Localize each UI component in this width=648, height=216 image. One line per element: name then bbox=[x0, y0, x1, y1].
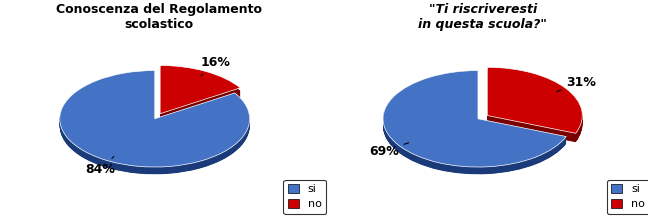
Wedge shape bbox=[160, 68, 240, 117]
Wedge shape bbox=[487, 75, 583, 141]
Wedge shape bbox=[383, 72, 566, 169]
Wedge shape bbox=[160, 65, 240, 114]
Wedge shape bbox=[160, 72, 240, 120]
Wedge shape bbox=[60, 73, 249, 169]
Wedge shape bbox=[383, 76, 566, 172]
Wedge shape bbox=[60, 74, 249, 171]
Wedge shape bbox=[487, 70, 583, 136]
Wedge shape bbox=[160, 71, 240, 119]
Wedge shape bbox=[383, 77, 566, 174]
Wedge shape bbox=[160, 69, 240, 117]
Wedge shape bbox=[383, 73, 566, 170]
Wedge shape bbox=[383, 74, 566, 171]
Wedge shape bbox=[487, 69, 583, 135]
Wedge shape bbox=[487, 70, 583, 136]
Wedge shape bbox=[487, 74, 583, 140]
Wedge shape bbox=[487, 72, 583, 138]
Wedge shape bbox=[160, 75, 240, 124]
Wedge shape bbox=[60, 76, 249, 172]
Wedge shape bbox=[383, 77, 566, 173]
Wedge shape bbox=[160, 75, 240, 123]
Wedge shape bbox=[160, 74, 240, 122]
Wedge shape bbox=[160, 73, 240, 121]
Wedge shape bbox=[60, 73, 249, 170]
Wedge shape bbox=[487, 73, 583, 139]
Wedge shape bbox=[383, 72, 566, 168]
Wedge shape bbox=[160, 72, 240, 120]
Wedge shape bbox=[60, 72, 249, 168]
Wedge shape bbox=[60, 78, 249, 174]
Wedge shape bbox=[160, 70, 240, 118]
Wedge shape bbox=[60, 76, 249, 173]
Title: "Ti riscriveresti
in questa scuola?": "Ti riscriveresti in questa scuola?" bbox=[419, 3, 547, 31]
Wedge shape bbox=[383, 76, 566, 173]
Wedge shape bbox=[60, 75, 249, 171]
Wedge shape bbox=[60, 76, 249, 172]
Wedge shape bbox=[487, 75, 583, 141]
Wedge shape bbox=[383, 75, 566, 171]
Text: 16%: 16% bbox=[200, 56, 230, 76]
Wedge shape bbox=[487, 73, 583, 138]
Wedge shape bbox=[487, 75, 583, 141]
Wedge shape bbox=[383, 75, 566, 171]
Wedge shape bbox=[487, 74, 583, 140]
Wedge shape bbox=[487, 74, 583, 140]
Wedge shape bbox=[383, 75, 566, 172]
Wedge shape bbox=[383, 77, 566, 173]
Wedge shape bbox=[60, 72, 249, 168]
Wedge shape bbox=[383, 76, 566, 172]
Wedge shape bbox=[383, 72, 566, 168]
Wedge shape bbox=[160, 71, 240, 119]
Wedge shape bbox=[383, 73, 566, 169]
Wedge shape bbox=[160, 75, 240, 123]
Legend: si, no: si, no bbox=[607, 180, 648, 214]
Wedge shape bbox=[60, 73, 249, 170]
Wedge shape bbox=[60, 71, 249, 168]
Wedge shape bbox=[487, 71, 583, 137]
Wedge shape bbox=[160, 73, 240, 122]
Wedge shape bbox=[60, 75, 249, 171]
Wedge shape bbox=[160, 73, 240, 121]
Title: Conoscenza del Regolamento
scolastico: Conoscenza del Regolamento scolastico bbox=[56, 3, 262, 31]
Wedge shape bbox=[60, 71, 249, 167]
Wedge shape bbox=[60, 77, 249, 173]
Wedge shape bbox=[383, 71, 566, 167]
Wedge shape bbox=[383, 73, 566, 170]
Wedge shape bbox=[487, 76, 583, 142]
Text: 31%: 31% bbox=[557, 76, 597, 92]
Wedge shape bbox=[487, 71, 583, 137]
Wedge shape bbox=[487, 76, 583, 142]
Wedge shape bbox=[60, 74, 249, 170]
Wedge shape bbox=[383, 74, 566, 170]
Wedge shape bbox=[160, 69, 240, 117]
Wedge shape bbox=[160, 70, 240, 118]
Legend: si, no: si, no bbox=[283, 180, 326, 214]
Wedge shape bbox=[60, 77, 249, 173]
Wedge shape bbox=[487, 72, 583, 138]
Wedge shape bbox=[60, 77, 249, 174]
Wedge shape bbox=[383, 78, 566, 174]
Text: 69%: 69% bbox=[369, 143, 409, 158]
Wedge shape bbox=[160, 71, 240, 119]
Wedge shape bbox=[487, 71, 583, 137]
Wedge shape bbox=[60, 72, 249, 169]
Text: 84%: 84% bbox=[85, 157, 115, 176]
Wedge shape bbox=[487, 73, 583, 139]
Wedge shape bbox=[383, 71, 566, 168]
Wedge shape bbox=[160, 70, 240, 118]
Wedge shape bbox=[60, 71, 249, 167]
Wedge shape bbox=[383, 71, 566, 167]
Wedge shape bbox=[60, 75, 249, 172]
Wedge shape bbox=[160, 74, 240, 122]
Wedge shape bbox=[487, 67, 583, 133]
Wedge shape bbox=[160, 72, 240, 121]
Wedge shape bbox=[487, 70, 583, 136]
